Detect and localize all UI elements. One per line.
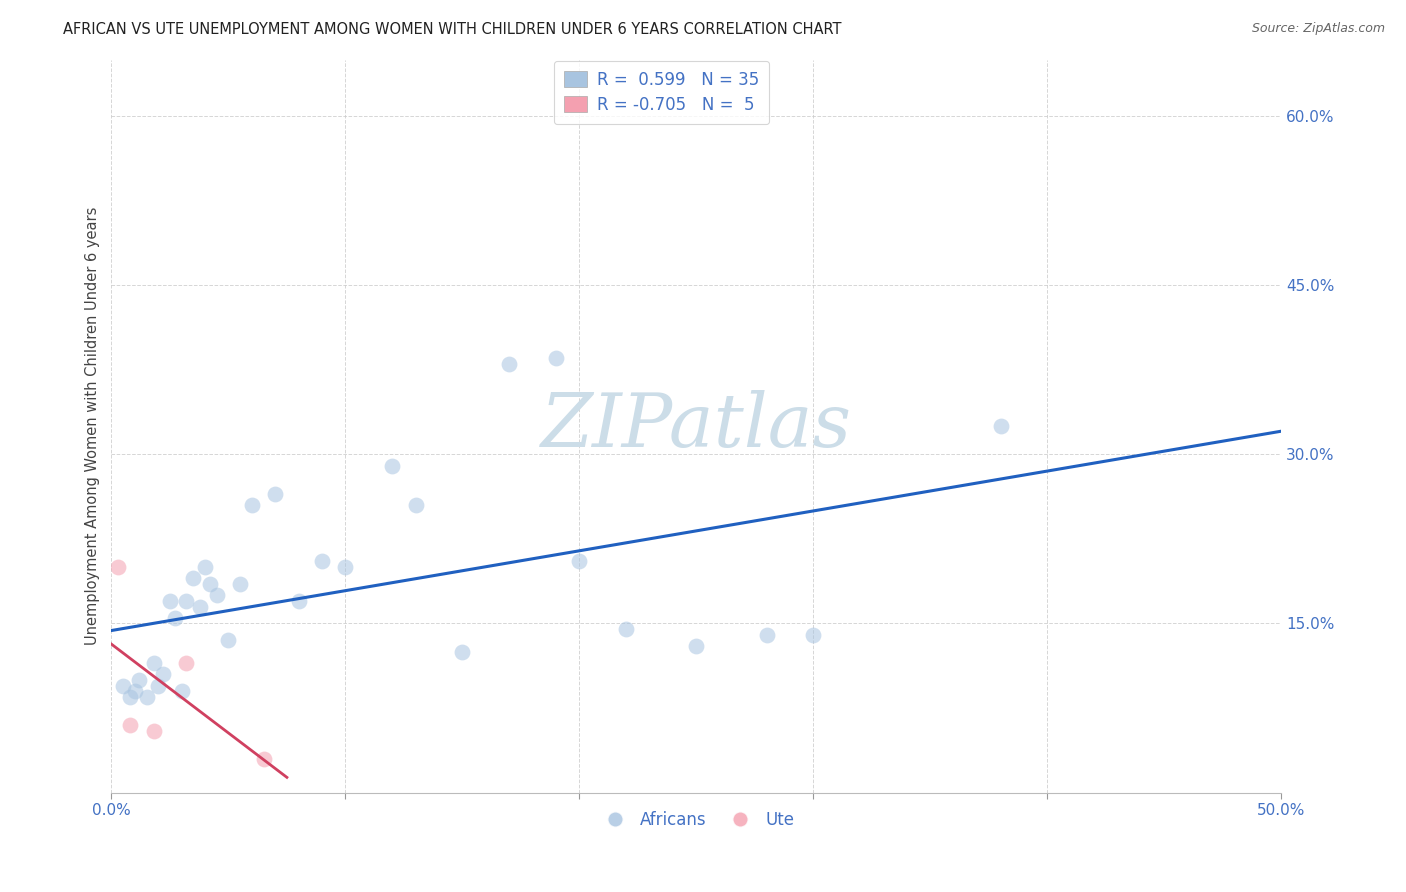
Point bbox=[163, 611, 186, 625]
Point bbox=[107, 560, 129, 574]
Point bbox=[229, 577, 252, 591]
Point bbox=[568, 554, 591, 568]
Point bbox=[287, 594, 309, 608]
Point bbox=[194, 560, 217, 574]
Point bbox=[544, 351, 567, 366]
Y-axis label: Unemployment Among Women with Children Under 6 years: Unemployment Among Women with Children U… bbox=[86, 207, 100, 645]
Point bbox=[498, 357, 520, 371]
Text: ZIPatlas: ZIPatlas bbox=[541, 390, 852, 462]
Point bbox=[112, 679, 135, 693]
Point bbox=[120, 690, 142, 704]
Point bbox=[311, 554, 333, 568]
Point bbox=[148, 679, 170, 693]
Point bbox=[142, 723, 165, 738]
Point bbox=[803, 628, 825, 642]
Point bbox=[181, 571, 204, 585]
Point bbox=[174, 594, 197, 608]
Point bbox=[755, 628, 778, 642]
Point bbox=[124, 684, 146, 698]
Point bbox=[128, 673, 150, 687]
Point bbox=[990, 419, 1012, 434]
Point bbox=[174, 656, 197, 670]
Point bbox=[152, 667, 174, 681]
Point bbox=[142, 656, 165, 670]
Point bbox=[335, 560, 357, 574]
Point bbox=[135, 690, 157, 704]
Point bbox=[240, 498, 263, 512]
Point bbox=[217, 633, 239, 648]
Point bbox=[188, 599, 211, 614]
Point bbox=[405, 498, 427, 512]
Point bbox=[170, 684, 193, 698]
Text: Source: ZipAtlas.com: Source: ZipAtlas.com bbox=[1251, 22, 1385, 36]
Point bbox=[252, 752, 274, 766]
Point bbox=[205, 588, 228, 602]
Point bbox=[120, 718, 142, 732]
Point bbox=[451, 645, 474, 659]
Point bbox=[381, 458, 404, 473]
Text: AFRICAN VS UTE UNEMPLOYMENT AMONG WOMEN WITH CHILDREN UNDER 6 YEARS CORRELATION : AFRICAN VS UTE UNEMPLOYMENT AMONG WOMEN … bbox=[63, 22, 842, 37]
Point bbox=[614, 622, 637, 636]
Point bbox=[685, 639, 707, 653]
Point bbox=[159, 594, 181, 608]
Legend: Africans, Ute: Africans, Ute bbox=[592, 805, 801, 836]
Point bbox=[264, 487, 287, 501]
Point bbox=[198, 577, 221, 591]
